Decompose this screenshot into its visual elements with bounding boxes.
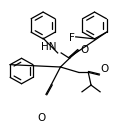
Text: O: O <box>81 45 89 55</box>
Text: O: O <box>37 113 45 123</box>
Text: HN: HN <box>41 42 57 52</box>
Text: O: O <box>101 64 109 74</box>
Text: F: F <box>69 33 75 42</box>
